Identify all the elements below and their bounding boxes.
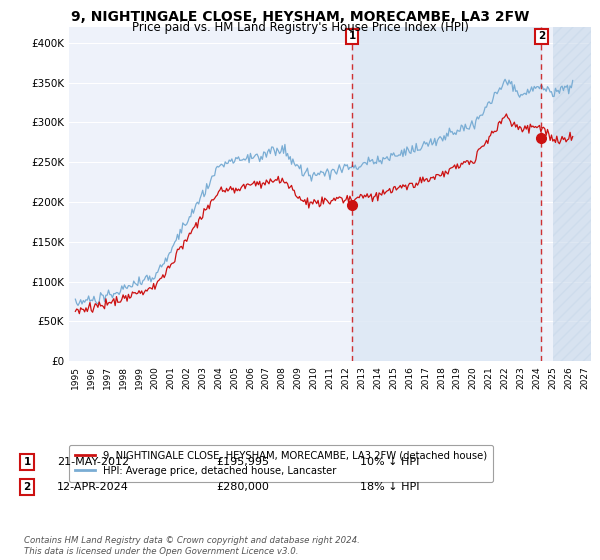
Text: £195,995: £195,995 <box>216 457 269 467</box>
Text: 18% ↓ HPI: 18% ↓ HPI <box>360 482 419 492</box>
Text: Price paid vs. HM Land Registry's House Price Index (HPI): Price paid vs. HM Land Registry's House … <box>131 21 469 34</box>
Text: Contains HM Land Registry data © Crown copyright and database right 2024.
This d: Contains HM Land Registry data © Crown c… <box>24 536 360 556</box>
Text: 2: 2 <box>23 482 31 492</box>
Text: 9, NIGHTINGALE CLOSE, HEYSHAM, MORECAMBE, LA3 2FW: 9, NIGHTINGALE CLOSE, HEYSHAM, MORECAMBE… <box>71 10 529 24</box>
Text: 12-APR-2024: 12-APR-2024 <box>57 482 129 492</box>
Text: 1: 1 <box>23 457 31 467</box>
Bar <box>352 27 541 361</box>
Legend: 9, NIGHTINGALE CLOSE, HEYSHAM, MORECAMBE, LA3 2FW (detached house), HPI: Average: 9, NIGHTINGALE CLOSE, HEYSHAM, MORECAMBE… <box>69 445 493 482</box>
Text: 10% ↓ HPI: 10% ↓ HPI <box>360 457 419 467</box>
Text: 2: 2 <box>538 31 545 41</box>
Text: 1: 1 <box>349 31 356 41</box>
Bar <box>553 27 591 361</box>
Text: 21-MAY-2012: 21-MAY-2012 <box>57 457 129 467</box>
Text: £280,000: £280,000 <box>216 482 269 492</box>
